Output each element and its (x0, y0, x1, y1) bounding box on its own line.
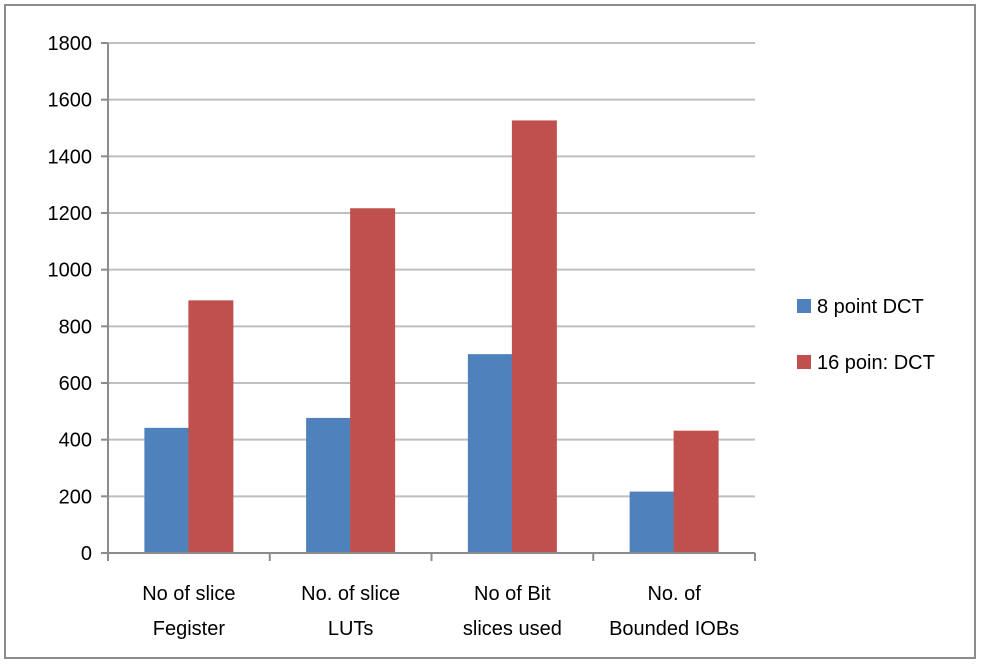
bar (188, 300, 234, 554)
y-tick-label: 200 (59, 486, 92, 508)
y-tick-label: 400 (59, 430, 92, 452)
bar (467, 354, 513, 554)
legend-label: 16 poin: DCT (817, 352, 935, 374)
legend-swatch (797, 299, 811, 313)
category-label: LUTs (328, 618, 374, 640)
y-tick-label: 1800 (48, 33, 93, 55)
y-tick-label: 600 (59, 373, 92, 395)
y-tick-label: 1200 (48, 203, 93, 225)
axes: 0 200 400 600 800 1000 1200 1400 1600 1800 No of s… (48, 33, 756, 640)
category-label: slices used (463, 618, 562, 640)
category-label: No of Bit (474, 583, 551, 605)
legend-swatch (797, 355, 811, 369)
category-label: No. of slice (301, 583, 400, 605)
category-label: No. of (647, 583, 701, 605)
y-tick-label: 1600 (48, 90, 93, 112)
category-label: Bounded IOBs (609, 618, 739, 640)
bar (511, 120, 557, 554)
category-label: No of slice (142, 583, 235, 605)
bar (144, 427, 190, 554)
category-label: Fegister (153, 618, 226, 640)
legend: 8 point DCT 16 poin: DCT (797, 296, 935, 374)
y-tick-label: 1000 (48, 260, 93, 282)
y-tick-label: 1400 (48, 146, 93, 168)
legend-label: 8 point DCT (817, 296, 924, 318)
y-tick-label: 0 (81, 543, 92, 565)
bar (673, 430, 719, 554)
y-tick-label: 800 (59, 316, 92, 338)
bar (629, 491, 675, 554)
bar (306, 417, 352, 554)
bars (144, 120, 719, 554)
bar (350, 208, 396, 554)
